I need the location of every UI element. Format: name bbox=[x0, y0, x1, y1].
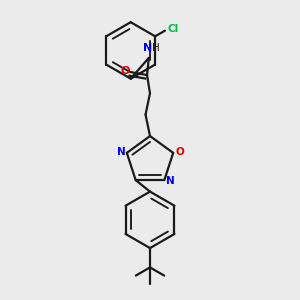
Text: O: O bbox=[175, 147, 184, 157]
Text: O: O bbox=[121, 67, 130, 76]
Text: N: N bbox=[166, 176, 175, 186]
Text: Cl: Cl bbox=[168, 24, 179, 34]
Text: H: H bbox=[152, 44, 160, 53]
Text: N: N bbox=[143, 44, 152, 53]
Text: N: N bbox=[116, 147, 125, 157]
